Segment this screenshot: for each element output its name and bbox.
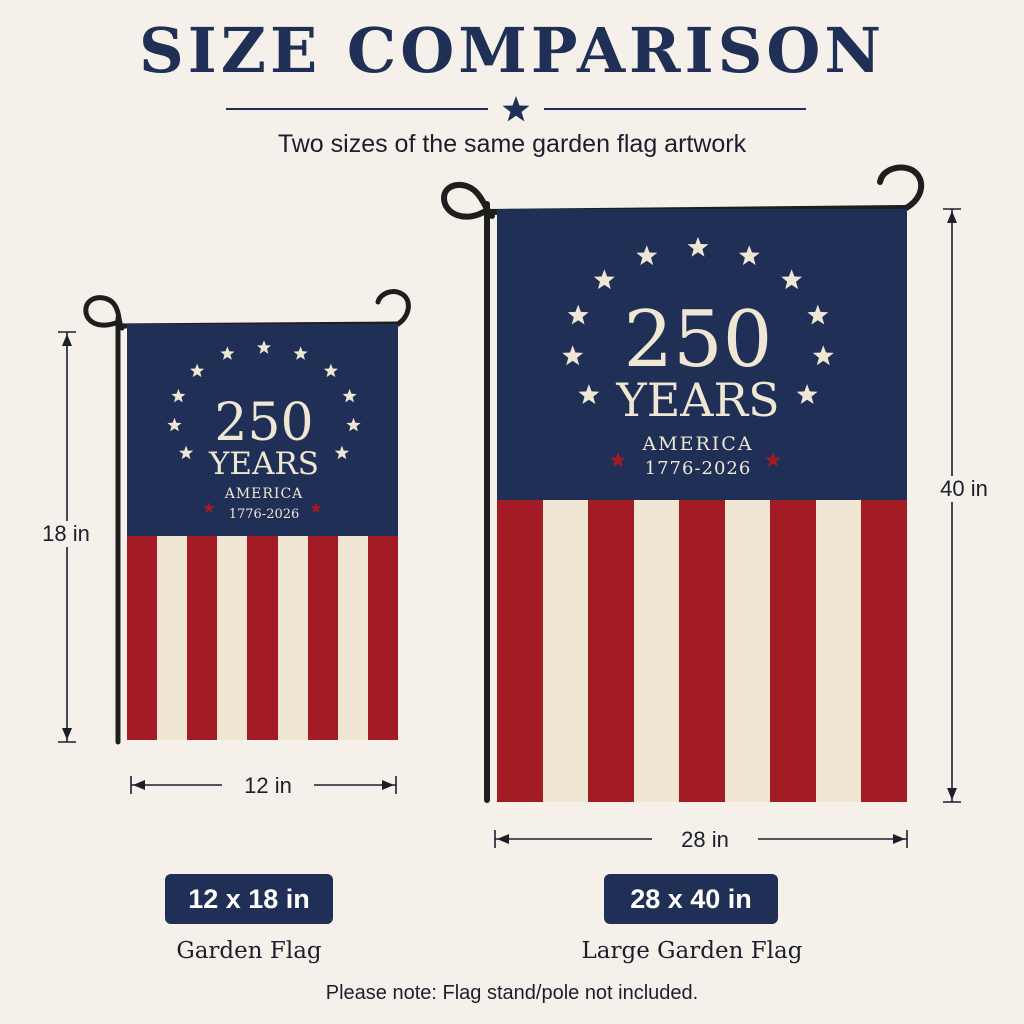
star-icon	[346, 417, 361, 432]
small-flag-size-badge: 12 x 18 in	[165, 874, 333, 924]
star-icon	[334, 445, 350, 460]
large-flag-country: AMERICA	[641, 433, 753, 455]
large-flag-word: YEARS	[615, 373, 779, 427]
large-flag-dates: 1776-2026	[645, 458, 752, 479]
star-icon	[562, 345, 584, 366]
small-flag-word: YEARS	[208, 446, 319, 482]
star-icon	[171, 388, 186, 403]
star-icon	[323, 363, 338, 378]
star-icon	[578, 384, 600, 404]
title-divider	[226, 96, 806, 122]
large-flag-height-arrow	[943, 208, 961, 803]
large-flag-height-label: 40 in	[920, 476, 1008, 502]
small-flag-star-ring	[167, 340, 361, 460]
small-flag-width-label: 12 in	[222, 773, 314, 799]
star-icon	[178, 445, 194, 460]
large-flag-star-ring	[562, 236, 834, 404]
large-flag-size-badge: 28 x 40 in	[604, 874, 778, 924]
small-flag-dates: 1776-2026	[229, 507, 300, 522]
large-flag-width-label: 28 in	[652, 827, 758, 853]
small-flag-red-star-right-icon	[310, 502, 322, 513]
large-flag-caption: Large Garden Flag	[581, 938, 803, 964]
divider-star-icon	[502, 96, 530, 122]
large-flag-red-star-right-icon	[765, 452, 781, 467]
star-icon	[293, 346, 308, 360]
star-icon	[593, 269, 615, 290]
star-icon	[738, 245, 760, 266]
page-subtitle: Two sizes of the same garden flag artwor…	[277, 130, 747, 158]
star-icon	[567, 304, 589, 325]
star-icon	[807, 304, 829, 325]
large-flag-number: 250	[624, 295, 773, 385]
star-icon	[636, 245, 658, 266]
small-flag-number: 250	[214, 393, 313, 453]
page-title: SIZE COMPARISON	[138, 14, 886, 87]
star-icon	[687, 236, 709, 257]
small-flag-stripes	[127, 536, 398, 740]
small-flag-caption: Garden Flag	[176, 938, 322, 964]
small-flag-red-star-left-icon	[203, 502, 215, 513]
star-icon	[812, 345, 834, 366]
large-flag-red-star-left-icon	[610, 452, 626, 467]
small-flag-country: AMERICA	[224, 486, 304, 502]
footer-note: Please note: Flag stand/pole not include…	[325, 982, 699, 1004]
star-icon	[342, 388, 357, 403]
star-icon	[256, 340, 272, 354]
star-icon	[781, 269, 803, 290]
star-icon	[190, 363, 205, 378]
star-icon	[796, 384, 818, 404]
star-icon	[167, 417, 182, 432]
small-flag-height-label: 18 in	[30, 521, 102, 547]
large-flag-stripes	[497, 500, 907, 802]
star-icon	[220, 346, 235, 360]
